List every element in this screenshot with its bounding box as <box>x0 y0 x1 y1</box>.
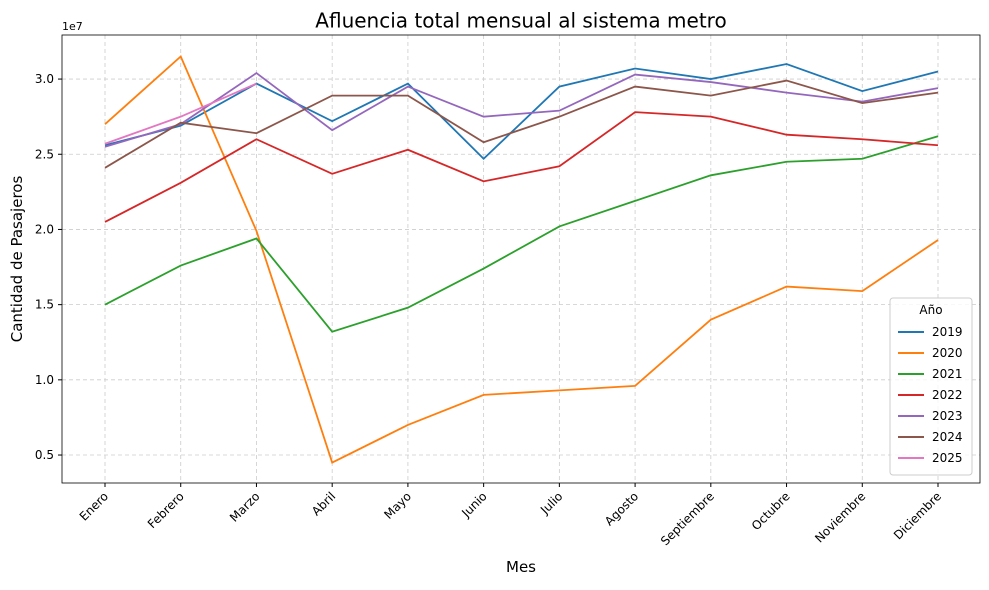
series-line <box>104 111 939 223</box>
x-tick-label: Marzo <box>227 489 263 525</box>
legend-label: 2020 <box>932 346 963 360</box>
x-tick-label: Mayo <box>381 489 414 522</box>
series-line <box>104 71 939 148</box>
x-tick-label: Octubre <box>749 489 793 533</box>
legend-label: 2019 <box>932 325 963 339</box>
legend-box <box>889 297 973 476</box>
series-line <box>104 63 939 161</box>
x-tick-label: Junio <box>458 489 489 520</box>
x-axis-label: Mes <box>506 558 536 576</box>
y-tick-label: 2.0 <box>35 222 54 236</box>
series-line <box>104 55 939 464</box>
series-line <box>104 82 257 145</box>
x-tick-label: Agosto <box>602 489 641 528</box>
x-tick-label: Noviembre <box>812 489 868 545</box>
y-tick-label: 1.5 <box>35 298 54 312</box>
x-tick-label: Febrero <box>145 489 187 531</box>
series-line <box>104 79 939 169</box>
x-tick-label: Julio <box>537 489 565 517</box>
series-line <box>104 135 939 333</box>
legend-title: Año <box>919 303 942 317</box>
x-tick-label: Diciembre <box>891 489 944 542</box>
plot-frame <box>61 34 981 484</box>
legend-label: 2025 <box>932 451 963 465</box>
legend-label: 2024 <box>932 430 963 444</box>
y-tick-label: 0.5 <box>35 448 54 462</box>
chart-title: Afluencia total mensual al sistema metro <box>315 9 726 33</box>
legend-label: 2022 <box>932 388 963 402</box>
legend-label: 2021 <box>932 367 963 381</box>
y-tick-label: 2.5 <box>35 147 54 161</box>
legend-label: 2023 <box>932 409 963 423</box>
y-tick-label: 1.0 <box>35 373 54 387</box>
x-tick-label: Enero <box>77 489 111 523</box>
axis-offset: 1e7 <box>62 20 83 33</box>
y-axis-label: Cantidad de Pasajeros <box>8 176 26 343</box>
x-tick-label: Abril <box>309 489 338 518</box>
x-tick-label: Septiembre <box>658 489 717 548</box>
y-tick-label: 3.0 <box>35 72 54 86</box>
